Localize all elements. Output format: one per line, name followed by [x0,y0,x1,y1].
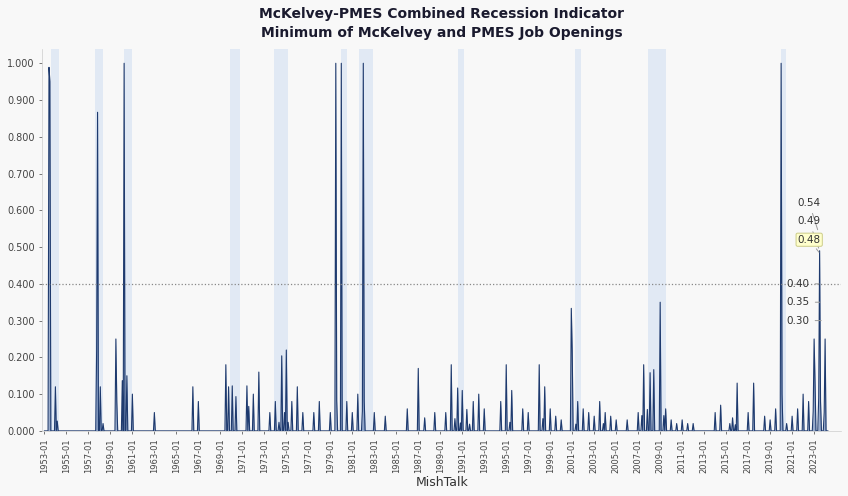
Bar [124,49,132,431]
Bar [231,49,241,431]
Bar [359,49,373,431]
Bar [458,49,464,431]
Text: 0.35: 0.35 [787,297,820,307]
Bar [51,49,59,431]
Bar [648,49,666,431]
Title: McKelvey-PMES Combined Recession Indicator
Minimum of McKelvey and PMES Job Open: McKelvey-PMES Combined Recession Indicat… [259,7,624,41]
Bar [575,49,582,431]
Text: 0.49: 0.49 [798,216,821,248]
Bar [341,49,347,431]
Text: 0.40: 0.40 [787,279,819,289]
Text: 0.54: 0.54 [798,198,821,230]
X-axis label: MishTalk: MishTalk [416,476,468,489]
Bar [275,49,288,431]
Bar [781,49,786,431]
Text: 0.48: 0.48 [798,235,821,252]
Text: 0.30: 0.30 [787,315,821,325]
Bar [95,49,103,431]
